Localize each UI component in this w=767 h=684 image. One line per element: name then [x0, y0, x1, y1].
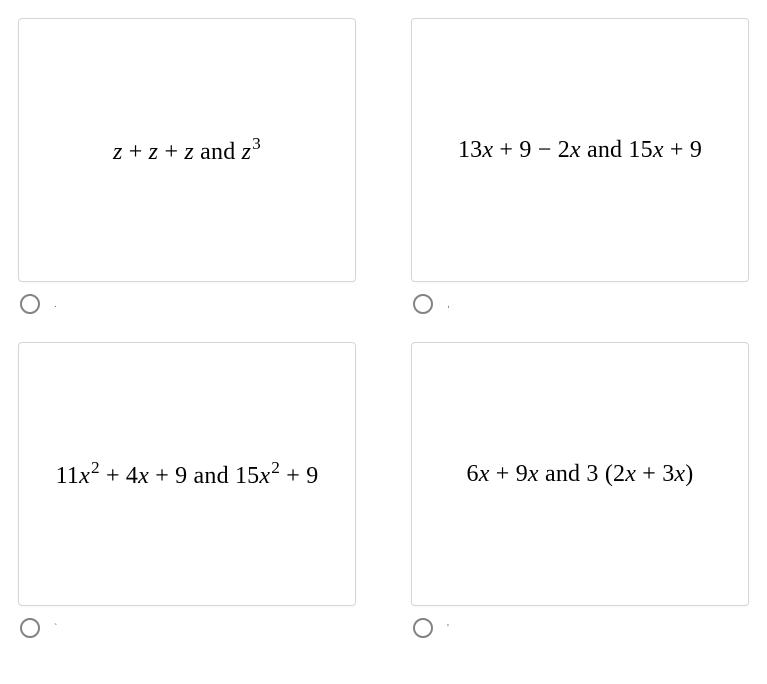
option-3: 11x2 + 4x + 9 and 15x2 + 9 ` [18, 342, 356, 638]
expression: 13x + 9 − 2x and 15x + 9 [458, 137, 702, 164]
expression: 6x + 9x and 3 (2x + 3x) [467, 461, 694, 488]
options-grid: z + z + z and z3 . 13x + 9 − 2x and 15x … [18, 18, 749, 638]
expression: z + z + z and z3 [113, 135, 261, 166]
radio-icon[interactable] [20, 294, 40, 314]
expression: 11x2 + 4x + 9 and 15x2 + 9 [56, 459, 319, 490]
radio-row[interactable]: ` [18, 618, 356, 638]
radio-icon[interactable] [413, 294, 433, 314]
radio-icon[interactable] [413, 618, 433, 638]
option-1: z + z + z and z3 . [18, 18, 356, 314]
radio-label: . [54, 299, 57, 310]
radio-label: ` [54, 623, 57, 634]
radio-label: , [447, 299, 450, 310]
radio-label: ' [447, 623, 449, 634]
radio-row[interactable]: . [18, 294, 356, 314]
option-4: 6x + 9x and 3 (2x + 3x) ' [411, 342, 749, 638]
option-card[interactable]: 6x + 9x and 3 (2x + 3x) [411, 342, 749, 606]
radio-row[interactable]: , [411, 294, 749, 314]
option-card[interactable]: 13x + 9 − 2x and 15x + 9 [411, 18, 749, 282]
radio-icon[interactable] [20, 618, 40, 638]
option-card[interactable]: z + z + z and z3 [18, 18, 356, 282]
option-2: 13x + 9 − 2x and 15x + 9 , [411, 18, 749, 314]
radio-row[interactable]: ' [411, 618, 749, 638]
option-card[interactable]: 11x2 + 4x + 9 and 15x2 + 9 [18, 342, 356, 606]
